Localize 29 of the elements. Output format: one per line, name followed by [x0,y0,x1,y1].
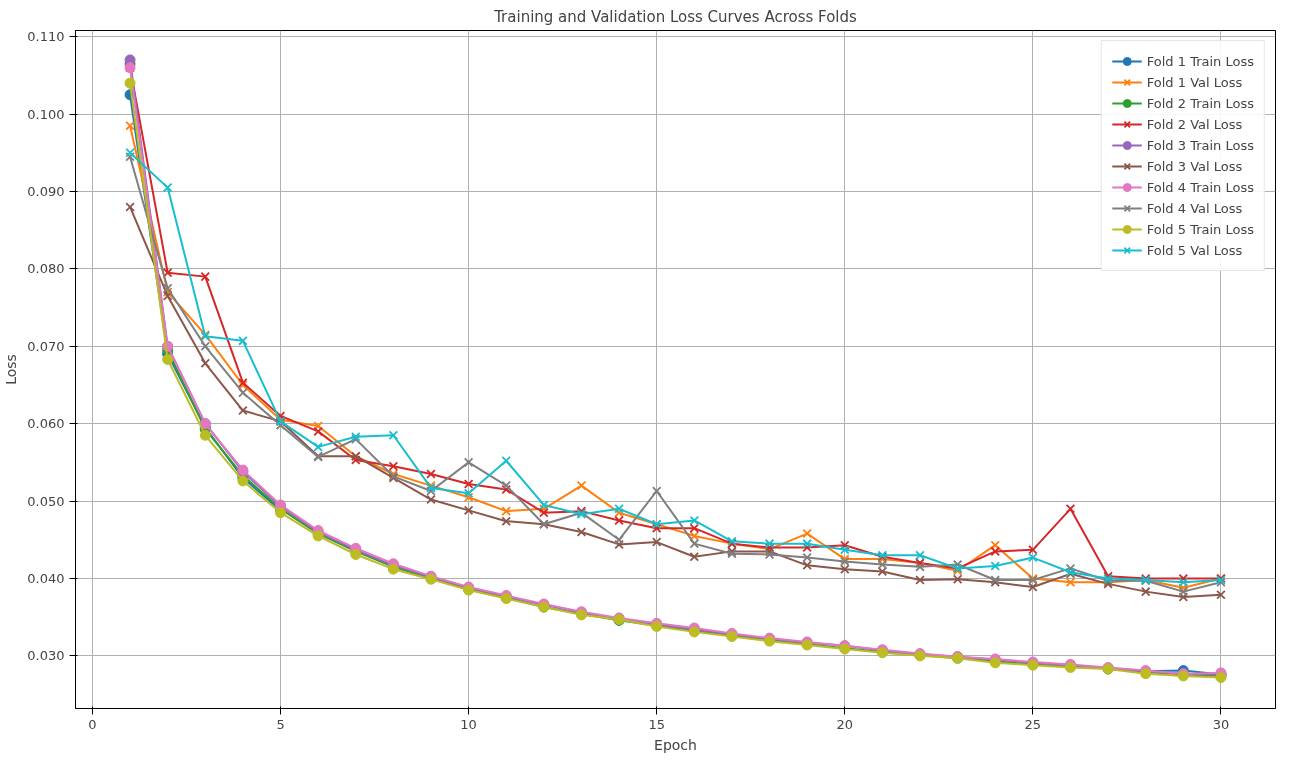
legend-label: Fold 5 Val Loss [1146,242,1243,258]
y-tick-label: 0.110 [27,29,65,45]
legend-label: Fold 1 Val Loss [1146,74,1243,90]
y-tick-label: 0.060 [27,416,65,432]
y-axis-title: Loss [3,354,20,385]
legend-label: Fold 2 Train Loss [1146,95,1254,111]
legend-label: Fold 3 Val Loss [1146,158,1243,174]
legend-label: Fold 2 Val Loss [1146,116,1243,132]
y-tick-label: 0.050 [27,493,65,509]
x-tick-label: 0 [88,716,97,732]
x-tick-label: 5 [276,716,285,732]
legend-label: Fold 4 Val Loss [1146,200,1243,216]
legend-label: Fold 4 Train Loss [1146,179,1254,195]
y-tick-label: 0.080 [27,261,65,277]
x-tick-label: 15 [648,716,665,732]
x-tick-label: 10 [460,716,477,732]
y-tick-label: 0.030 [27,648,65,664]
y-tick-label: 0.090 [27,183,65,199]
x-axis-title: Epoch [654,736,697,753]
y-tick-label: 0.070 [27,338,65,354]
x-tick-label: 20 [836,716,854,732]
x-tick-label: 30 [1212,716,1230,732]
y-tick-label: 0.040 [27,570,65,586]
legend-label: Fold 5 Train Loss [1146,221,1254,237]
y-tick-label: 0.100 [27,106,65,122]
x-tick-label: 25 [1024,716,1042,732]
legend-label: Fold 1 Train Loss [1146,53,1254,69]
chart-title: Training and Validation Loss Curves Across Folds [493,7,858,26]
legend-label: Fold 3 Train Loss [1146,137,1254,153]
